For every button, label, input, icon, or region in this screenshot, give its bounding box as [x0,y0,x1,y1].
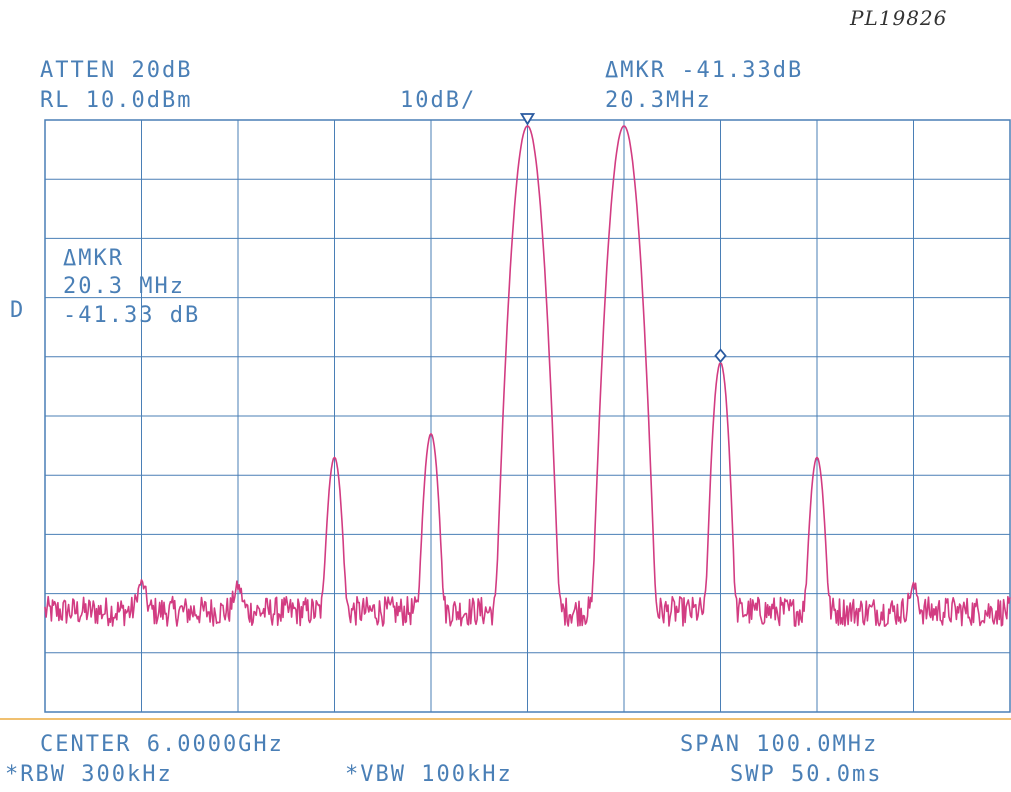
separator-line [0,718,1011,720]
annotation-line2: 20.3 MHz [63,274,185,299]
center-freq-label: CENTER 6.0000GHz [40,732,284,757]
span-label: SPAN 100.0MHz [680,732,879,757]
handwritten-id: PL19826 [850,6,948,30]
annotation-line1: ΔMKR [63,246,124,271]
spectrum-trace [44,125,1011,627]
display-mode-label: D [10,298,26,323]
delta-marker-readout: ΔMKR -41.33dB [605,58,804,83]
annotation-line3: -41.33 dB [63,303,201,328]
atten-label: ATTEN 20dB [40,58,193,83]
reference-marker-triangle [519,113,536,126]
delta-freq-readout: 20.3MHz [605,88,712,113]
vbw-label: *VBW 100kHz [345,762,513,787]
sweep-label: SWP 50.0ms [730,762,883,787]
ref-level-label: RL 10.0dBm [40,88,193,113]
scale-label: 10dB/ [400,88,477,113]
delta-marker-diamond [714,348,727,364]
rbw-label: *RBW 300kHz [5,762,173,787]
